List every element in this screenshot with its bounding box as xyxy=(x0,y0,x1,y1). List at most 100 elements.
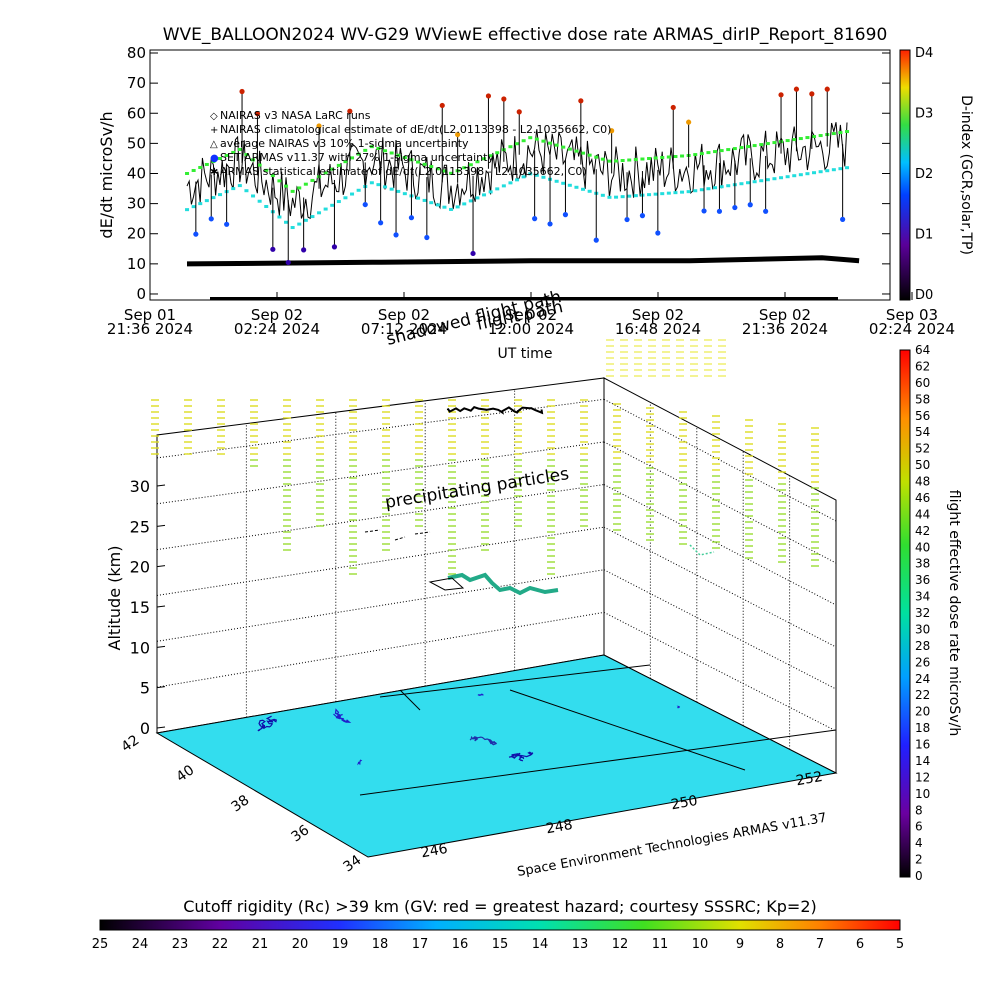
colorbar-tick-label: 24 xyxy=(915,672,930,686)
x-tick-label: Sep 02 xyxy=(505,306,557,324)
armas-band-marker xyxy=(297,186,302,190)
nairas-band-marker xyxy=(600,193,605,197)
colorbar-tick-label: 36 xyxy=(915,573,930,587)
nairas-band-marker xyxy=(706,187,711,191)
peak-dot xyxy=(501,96,507,102)
z-tick-label: 25 xyxy=(130,517,150,536)
legend-entry: NAIRAS climatological estimate of dE/dt(… xyxy=(220,123,611,136)
armas-band-marker xyxy=(284,184,289,188)
peak-dot xyxy=(840,216,846,222)
lat-tick-label: 42 xyxy=(119,732,143,755)
z-tick xyxy=(156,484,166,487)
nairas-band-marker xyxy=(515,178,520,182)
legend-symbol: △ xyxy=(210,139,218,150)
top-chart-xlabel: UT time xyxy=(498,346,553,362)
legend-symbol: ● xyxy=(210,153,219,164)
colorbar-tick-label: 50 xyxy=(915,458,930,472)
cutoff-rigidity-label: Cutoff rigidity (Rc) >39 km (GV: red = g… xyxy=(183,897,817,916)
nairas-band-marker xyxy=(204,199,209,203)
rigidity-tick-label: 18 xyxy=(372,937,389,952)
peak-dot xyxy=(239,88,245,95)
nairas-band-marker xyxy=(317,211,322,215)
nairas-band-marker xyxy=(779,176,784,180)
rigidity-tick-label: 15 xyxy=(492,937,509,952)
nairas-band-marker xyxy=(812,171,817,175)
armas-band-marker xyxy=(237,147,242,151)
nairas-band-marker xyxy=(726,184,731,188)
armas-band-marker xyxy=(521,139,526,143)
nairas-band-marker xyxy=(534,173,539,177)
armas-band-marker xyxy=(185,171,190,175)
armas-band-marker xyxy=(594,155,599,159)
colorbar-tick-label: 16 xyxy=(915,738,930,752)
armas-band-marker xyxy=(554,143,559,147)
x-tick-label: 21:36 2024 xyxy=(107,320,193,338)
armas-band-marker xyxy=(468,163,473,167)
colorbar-tick-label: 6 xyxy=(915,820,923,834)
nairas-band-marker xyxy=(627,194,632,198)
nairas-band-marker xyxy=(442,205,447,209)
altitude-gridline xyxy=(156,398,605,459)
armas-band-marker xyxy=(264,168,269,172)
rigidity-tick-label: 9 xyxy=(736,937,744,952)
peak-dot xyxy=(285,259,291,266)
lat-tick-label: 34 xyxy=(341,852,365,875)
armas-band-marker xyxy=(343,160,348,164)
peak-dot xyxy=(378,220,384,226)
map-boundary xyxy=(399,689,421,711)
nairas-band-marker xyxy=(501,184,506,188)
nairas-band-marker xyxy=(574,185,579,189)
peak-dot xyxy=(208,216,214,222)
rigidity-tick-label: 14 xyxy=(532,937,549,952)
colorbar-tick-label: 2 xyxy=(915,853,923,867)
rigidity-tick-label: 19 xyxy=(332,937,349,952)
nairas-band-marker xyxy=(746,181,751,185)
nairas-band-marker xyxy=(475,196,480,200)
dindex-tick-label: D4 xyxy=(915,46,933,61)
armas-band-marker xyxy=(640,157,645,161)
armas-band-marker xyxy=(416,160,421,164)
lon-tick-label: 250 xyxy=(670,793,699,813)
nairas-band-marker xyxy=(482,193,487,197)
nairas-band-marker xyxy=(495,187,500,191)
armas-band-marker xyxy=(376,147,381,151)
z-tick xyxy=(156,645,166,648)
armas-band-marker xyxy=(191,168,196,172)
dindex-tick-label: D3 xyxy=(915,107,933,122)
nairas-band-marker xyxy=(825,169,830,173)
colorbar-tick-label: 20 xyxy=(915,705,930,719)
x-tick-label: Sep 01 xyxy=(124,306,176,324)
armas-band-marker xyxy=(369,145,374,149)
armas-band-marker xyxy=(336,163,341,167)
peak-dot xyxy=(686,119,692,125)
colorbar-tick-label: 54 xyxy=(915,425,930,439)
altitude-gridline xyxy=(156,441,605,505)
legend-entry: SET ARMAS v11.37 with 27% 1-sigma uncert… xyxy=(220,151,494,164)
peak-dot xyxy=(578,98,584,104)
rigidity-tick-label: 22 xyxy=(212,937,229,952)
legend-symbol: ✱ xyxy=(210,167,218,178)
armas-band-marker xyxy=(310,178,315,182)
colorbar-tick-label: 22 xyxy=(915,688,930,702)
armas-band-marker xyxy=(541,139,546,143)
rigidity-tick-label: 12 xyxy=(612,937,629,952)
nairas-band-marker xyxy=(508,181,513,185)
nairas-band-marker xyxy=(686,190,691,194)
nairas-band-marker xyxy=(647,193,652,197)
nairas-band-marker xyxy=(607,195,612,199)
armas-band-marker xyxy=(442,169,447,173)
nairas-band-marker xyxy=(699,188,704,192)
nairas-band-marker xyxy=(396,189,401,193)
peak-dot xyxy=(701,208,707,214)
nairas-band-marker xyxy=(587,189,592,193)
x-tick-label: 12:00 2024 xyxy=(488,320,574,338)
map-river xyxy=(676,705,681,709)
colorbar-tick-label: 8 xyxy=(915,803,923,817)
armas-band-marker xyxy=(488,154,493,158)
cutoff-rigidity-colorbar: Cutoff rigidity (Rc) >39 km (GV: red = g… xyxy=(92,897,904,952)
armas-band-marker xyxy=(581,151,586,155)
peak-dot xyxy=(716,208,723,214)
peak-dot xyxy=(254,111,261,117)
peak-dot xyxy=(224,221,230,227)
y-tick-label: 0 xyxy=(136,285,146,303)
